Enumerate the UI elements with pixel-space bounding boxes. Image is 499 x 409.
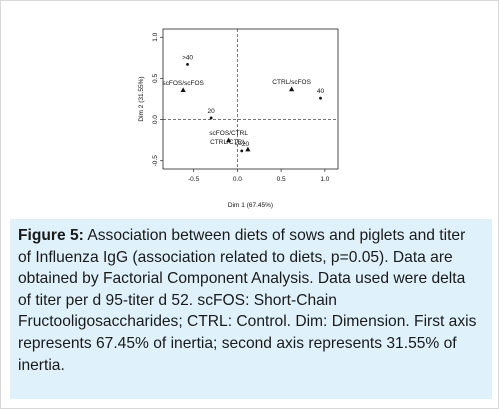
y-axis-title: Dim 2 (31.55%) xyxy=(138,76,145,121)
point-label: 20 xyxy=(208,108,216,115)
point-circle xyxy=(186,63,189,66)
point-circle xyxy=(240,149,244,153)
point-triangle xyxy=(245,146,251,152)
x-tick-label: -0.5 xyxy=(188,176,200,183)
y-tick-label: 1.0 xyxy=(152,32,159,41)
y-tick-label: 0.5 xyxy=(152,74,159,83)
caption-text: Figure 5: Association between diets of s… xyxy=(10,219,492,376)
point-circle xyxy=(209,116,213,120)
point-label: CTRL/CTRL xyxy=(210,139,246,146)
y-tick-label: 0.0 xyxy=(152,115,159,124)
point-triangle xyxy=(289,86,295,92)
caption-label: Figure 5: xyxy=(18,227,84,244)
point-label: scFOS/CTRL xyxy=(209,130,248,137)
factorial-plot: -0.5 0.0 0.5 1.0 -0.5 0.0 0.5 1.0 Dim 1 (67.45%)… xyxy=(138,28,339,209)
plot-frame xyxy=(162,28,339,170)
x-tick-label: 0.5 xyxy=(277,176,286,183)
x-axis-title: Dim 1 (67.45%) xyxy=(228,202,273,209)
x-tick-label: 0.0 xyxy=(233,176,242,183)
x-tick-label: 1.0 xyxy=(320,176,329,183)
point-label: 40 xyxy=(317,88,325,95)
point-label: scFOS/scFOS xyxy=(162,80,204,87)
figure-caption: Figure 5: Association between diets of s… xyxy=(10,219,492,399)
point-triangle xyxy=(226,137,232,143)
point-triangle xyxy=(180,87,186,93)
point-label: CTRL/scFOS xyxy=(272,79,311,86)
point-circle xyxy=(319,96,322,100)
point-label: <=20 xyxy=(234,141,249,148)
y-tick-label: -0.5 xyxy=(152,155,159,167)
point-label: >40 xyxy=(182,54,193,61)
caption-body: Association between diets of sows and pi… xyxy=(18,227,477,374)
